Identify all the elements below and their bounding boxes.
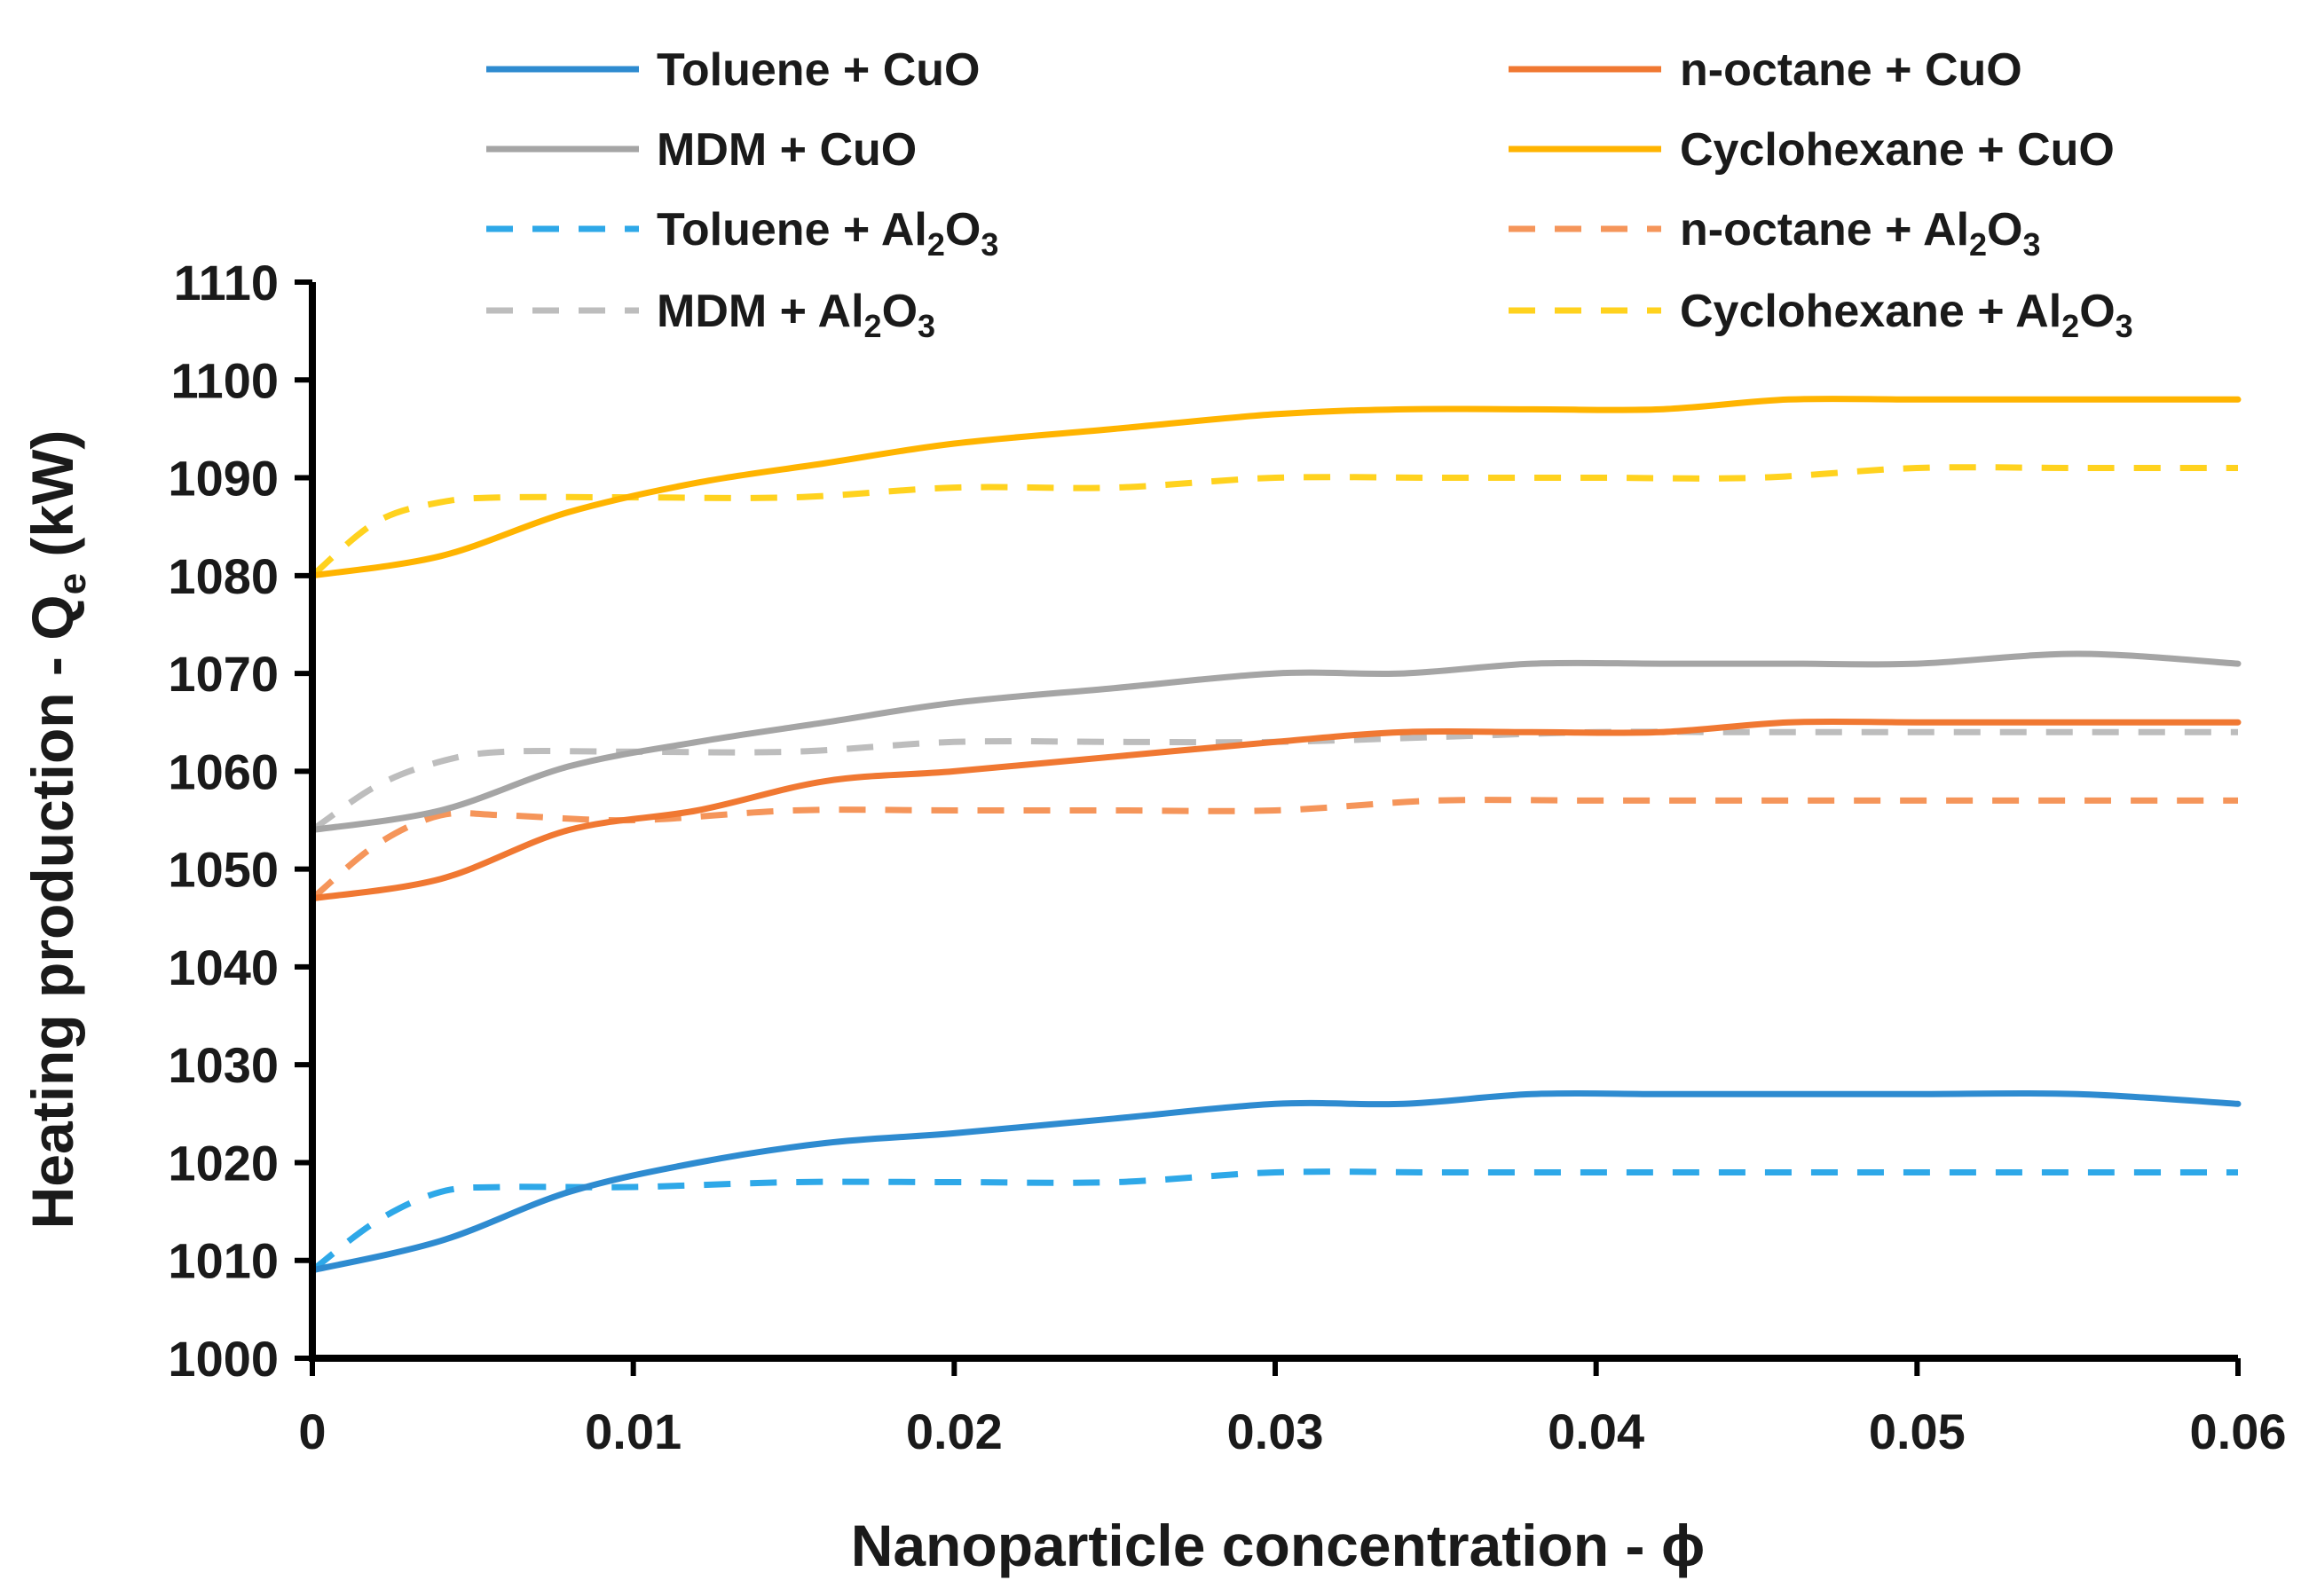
y-tick-label: 1020: [168, 1135, 279, 1191]
legend-label: n-octane + Al2O3: [1680, 204, 2041, 263]
series-line: [311, 728, 2238, 833]
legend-label-part: O: [2079, 286, 2115, 337]
x-tick-label: 0: [298, 1403, 326, 1459]
legend-label: Cyclohexane + Al2O3: [1680, 286, 2133, 344]
series-layer: [309, 396, 2242, 1274]
y-tick-label: 1030: [168, 1037, 279, 1093]
y-tick-label: 1050: [168, 842, 279, 898]
legend-label-part: Toluene + Al: [657, 204, 927, 256]
x-tick-label: 0.05: [1869, 1403, 1966, 1459]
legend-label-part: Toluene + CuO: [657, 44, 981, 96]
legend-label-part: Cyclohexane + CuO: [1680, 124, 2115, 176]
legend-label-part: MDM + CuO: [657, 124, 917, 176]
legend-label: MDM + Al2O3: [657, 286, 935, 344]
legend-label-part: O: [945, 204, 981, 256]
x-tick-label: 0.03: [1227, 1403, 1324, 1459]
legend-label-part: n-octane + CuO: [1680, 44, 2022, 96]
x-tick-label: 0.04: [1548, 1403, 1644, 1459]
legend-label-part: O: [1987, 204, 2022, 256]
y-tick-label: 1070: [168, 646, 279, 702]
y-axis-title-subscript: e: [51, 573, 94, 594]
legend-label: Toluene + CuO: [657, 44, 981, 96]
series-line: [309, 1089, 2242, 1274]
x-axis-ticks: 0 0.01 0.02 0.03 0.04 0.05 0.06: [298, 1358, 2287, 1459]
legend-label-part: 3: [918, 308, 935, 344]
series-line: [310, 797, 2238, 901]
y-tick-label: 1040: [168, 940, 279, 995]
x-tick-label: 0.01: [585, 1403, 682, 1459]
legend-label-part: MDM + Al: [657, 286, 864, 337]
y-tick-label: 1110: [174, 255, 279, 311]
y-tick-label: 1060: [168, 743, 279, 799]
y-tick-label: 1000: [168, 1331, 279, 1387]
legend-label: MDM + CuO: [657, 124, 917, 176]
x-tick-label: 0.02: [906, 1403, 1003, 1459]
legend-label-part: 2: [927, 226, 945, 263]
series-line: [309, 650, 2242, 833]
x-tick-label: 0.06: [2190, 1403, 2287, 1459]
chart-axes: 1000 1010 1020 1030 1040 1050 1060 1070 1080 1090…: [168, 255, 2286, 1459]
legend-label-part: 2: [864, 308, 882, 344]
series-line: [309, 396, 2242, 579]
y-axis-title-main: Heating production - Q: [20, 594, 85, 1229]
y-tick-label: 1080: [168, 548, 279, 604]
y-axis-title: Heating production - Qe (kW): [20, 430, 94, 1230]
legend-label-part: 2: [2061, 308, 2079, 344]
legend-label-part: O: [882, 286, 918, 337]
x-axis-title: Nanoparticle concentration - ϕ: [851, 1513, 1706, 1578]
legend-label-part: 3: [2023, 226, 2041, 263]
legend-label-part: 3: [981, 226, 998, 263]
y-axis-ticks: 1000 1010 1020 1030 1040 1050 1060 1070 1080 1090…: [168, 255, 312, 1387]
series-line: [310, 464, 2238, 578]
chart-legend: Toluene + CuO n-octane + CuO MDM + CuO Cycl…: [486, 44, 2133, 344]
legend-label: Cyclohexane + CuO: [1680, 124, 2115, 176]
y-axis-title-unit: (kW): [20, 430, 85, 573]
legend-label-part: Cyclohexane + Al: [1680, 286, 2061, 337]
series-line: [309, 718, 2242, 902]
y-tick-label: 1100: [171, 352, 280, 408]
y-tick-label: 1010: [168, 1233, 279, 1289]
legend-label-part: n-octane + Al: [1680, 204, 1969, 256]
y-tick-label: 1090: [168, 451, 279, 507]
legend-label: n-octane + CuO: [1680, 44, 2022, 96]
legend-label-part: 3: [2116, 308, 2133, 344]
series-line: [310, 1168, 2238, 1273]
legend-label-part: 2: [1969, 226, 1987, 263]
legend-label: Toluene + Al2O3: [657, 204, 998, 263]
